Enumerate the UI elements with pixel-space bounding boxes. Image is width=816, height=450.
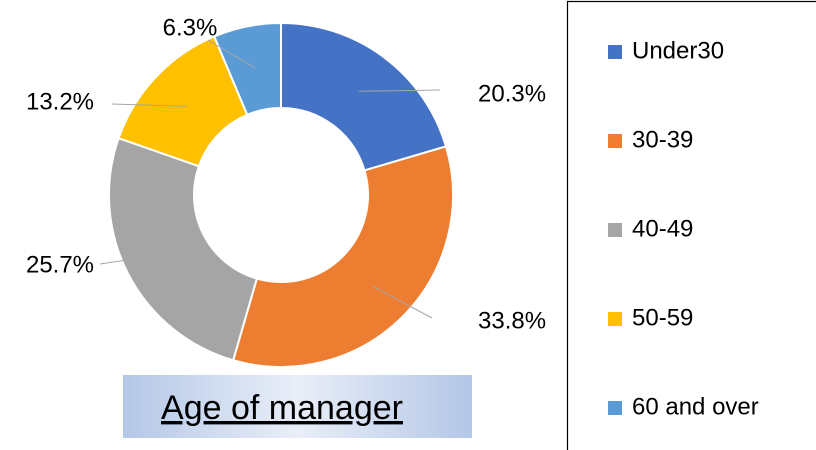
data-label: 20.3%	[478, 80, 546, 107]
donut-slice	[231, 145, 454, 368]
data-label: 13.2%	[26, 88, 94, 115]
legend-label: 60 and over	[632, 393, 759, 420]
legend-label: 50-59	[632, 304, 693, 331]
legend-swatch	[608, 312, 622, 326]
title-box	[123, 375, 472, 438]
donut-slice	[280, 21, 448, 172]
legend-label: 30-39	[632, 126, 693, 153]
legend-swatch	[608, 401, 622, 415]
leader-line	[207, 39, 256, 69]
data-label: 33.8%	[478, 307, 546, 334]
legend-swatch	[608, 45, 622, 59]
donut-slice	[108, 136, 259, 362]
leader-line	[99, 253, 166, 265]
legend-swatch	[608, 134, 622, 148]
legend-label: 40-49	[632, 215, 693, 242]
chart-title: Age of manager	[161, 389, 403, 427]
leader-line	[111, 103, 187, 107]
legend-box	[566, 0, 816, 450]
legend-label: Under30	[632, 37, 724, 64]
leader-line	[372, 285, 433, 319]
data-label: 25.7%	[26, 251, 94, 278]
donut-slice	[212, 21, 282, 117]
data-label: 6.3%	[163, 14, 218, 41]
leader-line	[358, 89, 441, 92]
legend-swatch	[608, 223, 622, 237]
